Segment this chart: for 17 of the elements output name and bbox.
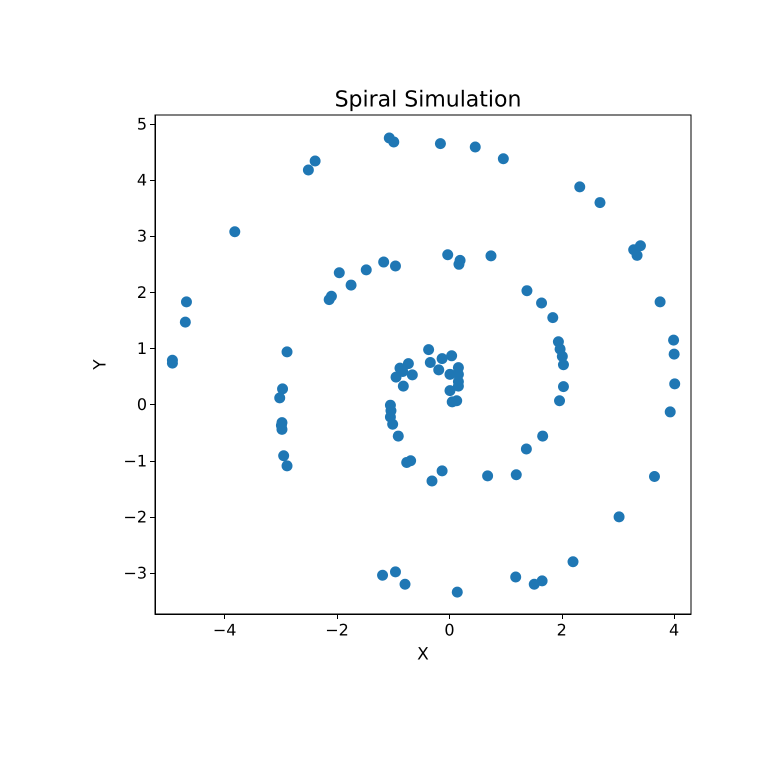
y-tick-label: 0 bbox=[136, 395, 147, 414]
y-axis-title: Y bbox=[90, 358, 110, 371]
x-axis-title: X bbox=[417, 644, 430, 664]
x-tick-label: 0 bbox=[444, 620, 454, 640]
x-tick-label: −4 bbox=[212, 620, 236, 640]
y-tick-label: 4 bbox=[136, 170, 147, 190]
y-tick-label: 5 bbox=[136, 114, 147, 134]
y-tick-label: 3 bbox=[136, 226, 147, 246]
y-tick-label: 2 bbox=[136, 282, 147, 302]
x-tick-label: 4 bbox=[669, 620, 680, 640]
x-tick-label: −2 bbox=[325, 620, 349, 640]
y-tick-label: −3 bbox=[123, 564, 147, 583]
y-tick-label: −1 bbox=[123, 451, 147, 470]
x-tick-label: 2 bbox=[556, 620, 567, 640]
chart-title: Spiral Simulation bbox=[334, 88, 522, 112]
y-tick-label: 1 bbox=[136, 339, 147, 358]
y-tick-label: −2 bbox=[123, 507, 147, 526]
